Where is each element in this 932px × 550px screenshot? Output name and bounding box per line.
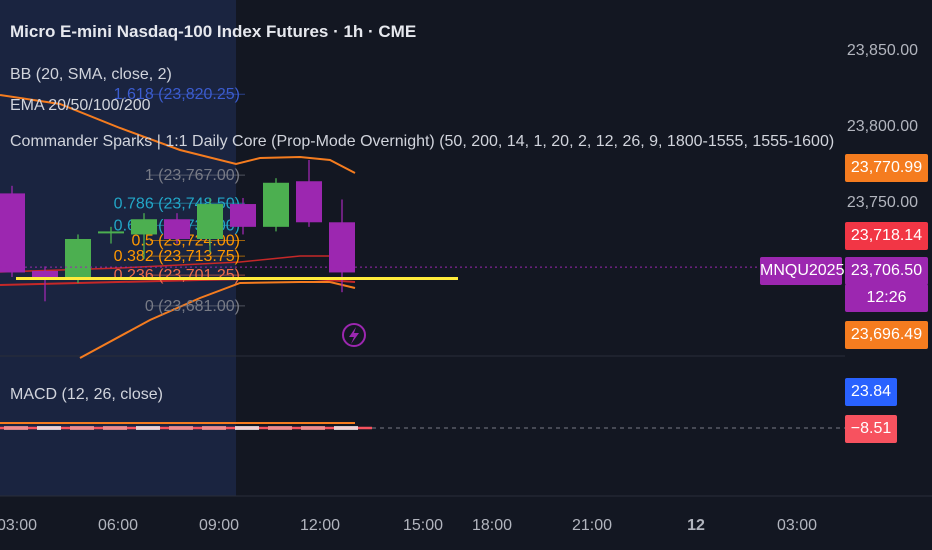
price-label-1[interactable]: 23,718.14 <box>845 222 928 250</box>
x-tick-label: 03:00 <box>777 517 817 534</box>
candle[interactable] <box>98 231 124 234</box>
symbol-tag[interactable]: MNQU2025 <box>760 257 844 285</box>
bb-lower-line <box>79 281 356 359</box>
candle[interactable] <box>65 239 91 277</box>
fib-level-label: 0 (23,681.00) <box>145 298 240 315</box>
candle[interactable] <box>230 204 256 227</box>
legend-ema[interactable]: EMA 20/50/100/200 <box>10 97 151 114</box>
candle[interactable] <box>329 222 355 273</box>
fib-level-label: 0.382 (23,713.75) <box>114 248 240 265</box>
x-tick-label: 03:00 <box>0 517 37 534</box>
legend-commander-sparks[interactable]: Commander Sparks | 1:1 Daily Core (Prop-… <box>10 133 835 150</box>
fib-level-label: 1.618 (23,820.25) <box>114 86 240 103</box>
macd-histogram-bar <box>103 426 127 430</box>
candle[interactable] <box>32 270 58 277</box>
macd-histogram-bar <box>70 426 94 430</box>
price-label-0[interactable]: 23,770.99 <box>845 154 928 182</box>
bb-upper-line <box>0 94 356 174</box>
x-tick-label: 18:00 <box>472 517 512 534</box>
y-tick-label: 23,850.00 <box>847 42 918 59</box>
price-label-3[interactable]: 12:26 <box>845 284 928 312</box>
y-tick-label: 23,800.00 <box>847 118 918 135</box>
macd-histogram-bar <box>202 426 226 430</box>
x-tick-label: 06:00 <box>98 517 138 534</box>
macd-histogram-bar <box>301 426 325 430</box>
candle[interactable] <box>131 219 157 235</box>
y-tick-label: 23,750.00 <box>847 194 918 211</box>
macd-histogram-bar <box>334 426 358 430</box>
macd-histogram-bar <box>268 426 292 430</box>
macd-histogram-bar <box>235 426 259 430</box>
session-shading <box>0 0 236 496</box>
macd-histogram-bar <box>136 426 160 430</box>
x-tick-label: 21:00 <box>572 517 612 534</box>
candle[interactable] <box>296 181 322 223</box>
legend-bb[interactable]: BB (20, SMA, close, 2) <box>10 66 172 83</box>
candle[interactable] <box>0 193 25 273</box>
fib-level-label: 1 (23,767.00) <box>145 167 240 184</box>
macd-value-label[interactable]: 23.84 <box>845 378 897 406</box>
price-label-2[interactable]: 23,706.50 <box>845 257 928 285</box>
x-tick-label: 12:00 <box>300 517 340 534</box>
candle[interactable] <box>164 219 190 239</box>
chart-title: Micro E-mini Nasdaq-100 Index Futures · … <box>10 22 417 41</box>
macd-histogram-bar <box>4 426 28 430</box>
macd-histogram-bar <box>169 426 193 430</box>
macd-histogram-bar <box>37 426 61 430</box>
candle[interactable] <box>263 182 289 227</box>
x-tick-label: 15:00 <box>403 517 443 534</box>
price-label-4[interactable]: 23,696.49 <box>845 321 928 349</box>
legend-macd[interactable]: MACD (12, 26, close) <box>10 386 163 403</box>
x-tick-label: 09:00 <box>199 517 239 534</box>
candle[interactable] <box>197 204 223 239</box>
macd-value-label[interactable]: −8.51 <box>845 415 897 443</box>
lightning-icon[interactable] <box>342 323 366 347</box>
x-tick-label: 12 <box>687 517 705 534</box>
fib-level-label: 0.236 (23,701.25) <box>114 267 240 284</box>
